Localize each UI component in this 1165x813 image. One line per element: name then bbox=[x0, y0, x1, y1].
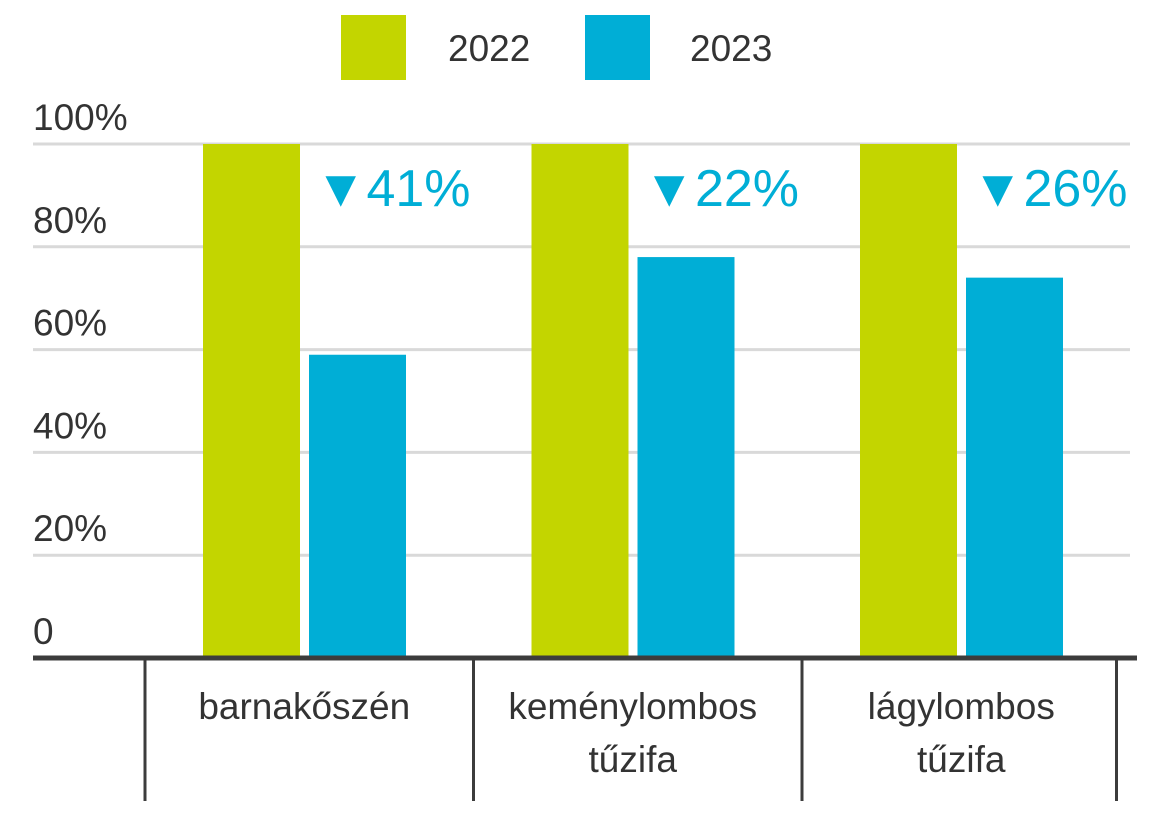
bar-2022-2 bbox=[860, 144, 957, 658]
legend: 2022 2023 bbox=[341, 15, 772, 80]
bar-2022-0 bbox=[203, 144, 300, 658]
category-label: barnakőszén bbox=[198, 686, 410, 727]
x-axis bbox=[33, 655, 1137, 801]
legend-swatch-2023 bbox=[585, 15, 650, 80]
y-tick-label: 60% bbox=[33, 303, 107, 344]
change-label: ▼26% bbox=[972, 160, 1128, 218]
category-label: tűzifa bbox=[589, 739, 678, 780]
y-tick-label: 40% bbox=[33, 405, 107, 446]
y-tick-label: 20% bbox=[33, 508, 107, 549]
change-label: ▼41% bbox=[315, 160, 471, 218]
bars bbox=[203, 144, 1063, 658]
change-label: ▼22% bbox=[644, 160, 800, 218]
legend-label: 2022 bbox=[448, 28, 530, 69]
bar-2023-0 bbox=[309, 354, 406, 658]
legend-swatch-2022 bbox=[341, 15, 406, 80]
y-axis-ticks: 100% 80% 60% 40% 20% 0 bbox=[33, 97, 128, 652]
y-tick-label: 0 bbox=[33, 611, 54, 652]
bar-2023-1 bbox=[637, 257, 735, 658]
category-label: tűzifa bbox=[917, 739, 1006, 780]
y-tick-label: 100% bbox=[33, 97, 128, 138]
category-label: lágylombos bbox=[868, 686, 1055, 727]
legend-label: 2023 bbox=[690, 28, 772, 69]
category-labels: barnakőszén keménylombos tűzifa lágylombos t… bbox=[198, 686, 1055, 780]
y-tick-label: 80% bbox=[33, 200, 107, 241]
bar-2023-2 bbox=[966, 277, 1063, 658]
change-labels: ▼41% ▼22% ▼26% bbox=[315, 160, 1128, 218]
category-label: keménylombos bbox=[508, 686, 757, 727]
bar-2022-1 bbox=[531, 144, 629, 658]
